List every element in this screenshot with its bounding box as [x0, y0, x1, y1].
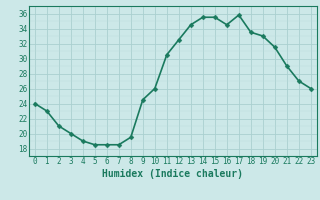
X-axis label: Humidex (Indice chaleur): Humidex (Indice chaleur) — [102, 169, 243, 179]
